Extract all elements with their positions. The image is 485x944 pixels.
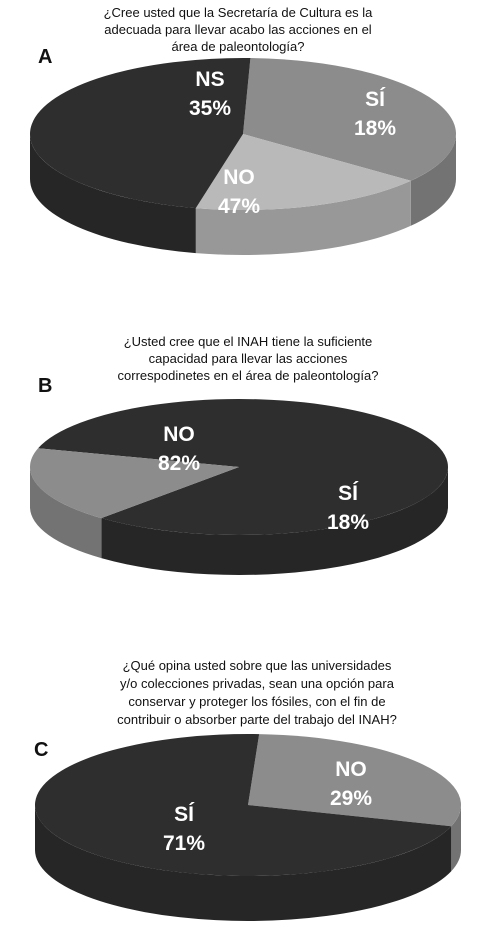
question-a-line-2: adecuada para llevar acabo las acciones … <box>104 22 372 37</box>
pie-a-slice-2 <box>30 57 251 209</box>
question-c-line-1: ¿Qué opina usted sobre que las universid… <box>123 658 392 673</box>
chart-panel-a: A ¿Cree usted que la Secretaría de Cultu… <box>30 5 456 255</box>
question-c-line-2: y/o colecciones privadas, sean una opció… <box>120 676 395 691</box>
pie-a-slice-2-value: 47% <box>218 195 260 218</box>
pie-b-side-0-0 <box>101 467 449 575</box>
pie-b-slice-1 <box>30 448 239 519</box>
pie-a-side-0-0 <box>410 134 456 226</box>
panel-letter-a: A <box>38 46 52 68</box>
question-b-line-3: correspodinetes en el área de paleontolo… <box>118 368 379 383</box>
pie-c-slice-1-value: 71% <box>163 832 205 855</box>
question-b-line-2: capacidad para llevar las acciones <box>149 351 348 366</box>
panel-letter-b: B <box>38 375 52 397</box>
pie-c-side-0-0 <box>451 805 461 872</box>
pie-a-slice-0 <box>243 58 456 181</box>
pie-a-slice-1-label: SÍ <box>365 88 386 111</box>
pie-b-slice-1-value: 18% <box>327 511 369 534</box>
pie-c-slice-1 <box>35 734 452 876</box>
question-c-line-3: conservar y proteger los fósiles, con el… <box>128 694 385 709</box>
pie-b-slice-0-label: NO <box>163 423 195 446</box>
pie-c-slice-0-value: 29% <box>330 787 372 810</box>
pie-b-slice-1-label: SÍ <box>338 482 359 505</box>
pie-c-slice-0 <box>248 734 462 827</box>
pie-c-side-1-0 <box>35 805 452 922</box>
chart-panel-c: C ¿Qué opina usted sobre que las univers… <box>34 658 462 922</box>
pie-a-slice-2-label: NO <box>223 166 255 189</box>
question-c-line-4: contribuir o absorber parte del trabajo … <box>117 712 397 727</box>
pie-a-slice-0-label: NS <box>195 68 224 91</box>
pie-b-slice-0-value: 82% <box>158 452 200 475</box>
panel-letter-c: C <box>34 739 48 761</box>
pie-b-side-1-0 <box>29 467 102 559</box>
pie-a-slice-1-value: 18% <box>354 117 396 140</box>
pie-c-slice-1-label: SÍ <box>174 803 195 826</box>
pie-a-slice-0-value: 35% <box>189 97 231 120</box>
pie-c: NO 29% SÍ 71% <box>35 734 462 922</box>
pie-a: NS 35% SÍ 18% NO 47% <box>30 57 456 255</box>
pie-b: NO 82% SÍ 18% <box>29 398 449 575</box>
question-a-line-1: ¿Cree usted que la Secretaría de Cultura… <box>104 5 374 20</box>
pie-c-slice-0-label: NO <box>335 758 367 781</box>
pie-a-side-2-0 <box>30 134 196 254</box>
pie-a-slice-1 <box>195 134 411 210</box>
question-b-line-1: ¿Usted cree que el INAH tiene la suficie… <box>124 334 373 349</box>
pie-b-slice-0 <box>38 398 448 535</box>
chart-panel-b: B ¿Usted cree que el INAH tiene la sufic… <box>29 334 449 575</box>
question-a-line-3: área de paleontología? <box>171 39 304 54</box>
pie-a-side-1-0 <box>195 180 411 255</box>
